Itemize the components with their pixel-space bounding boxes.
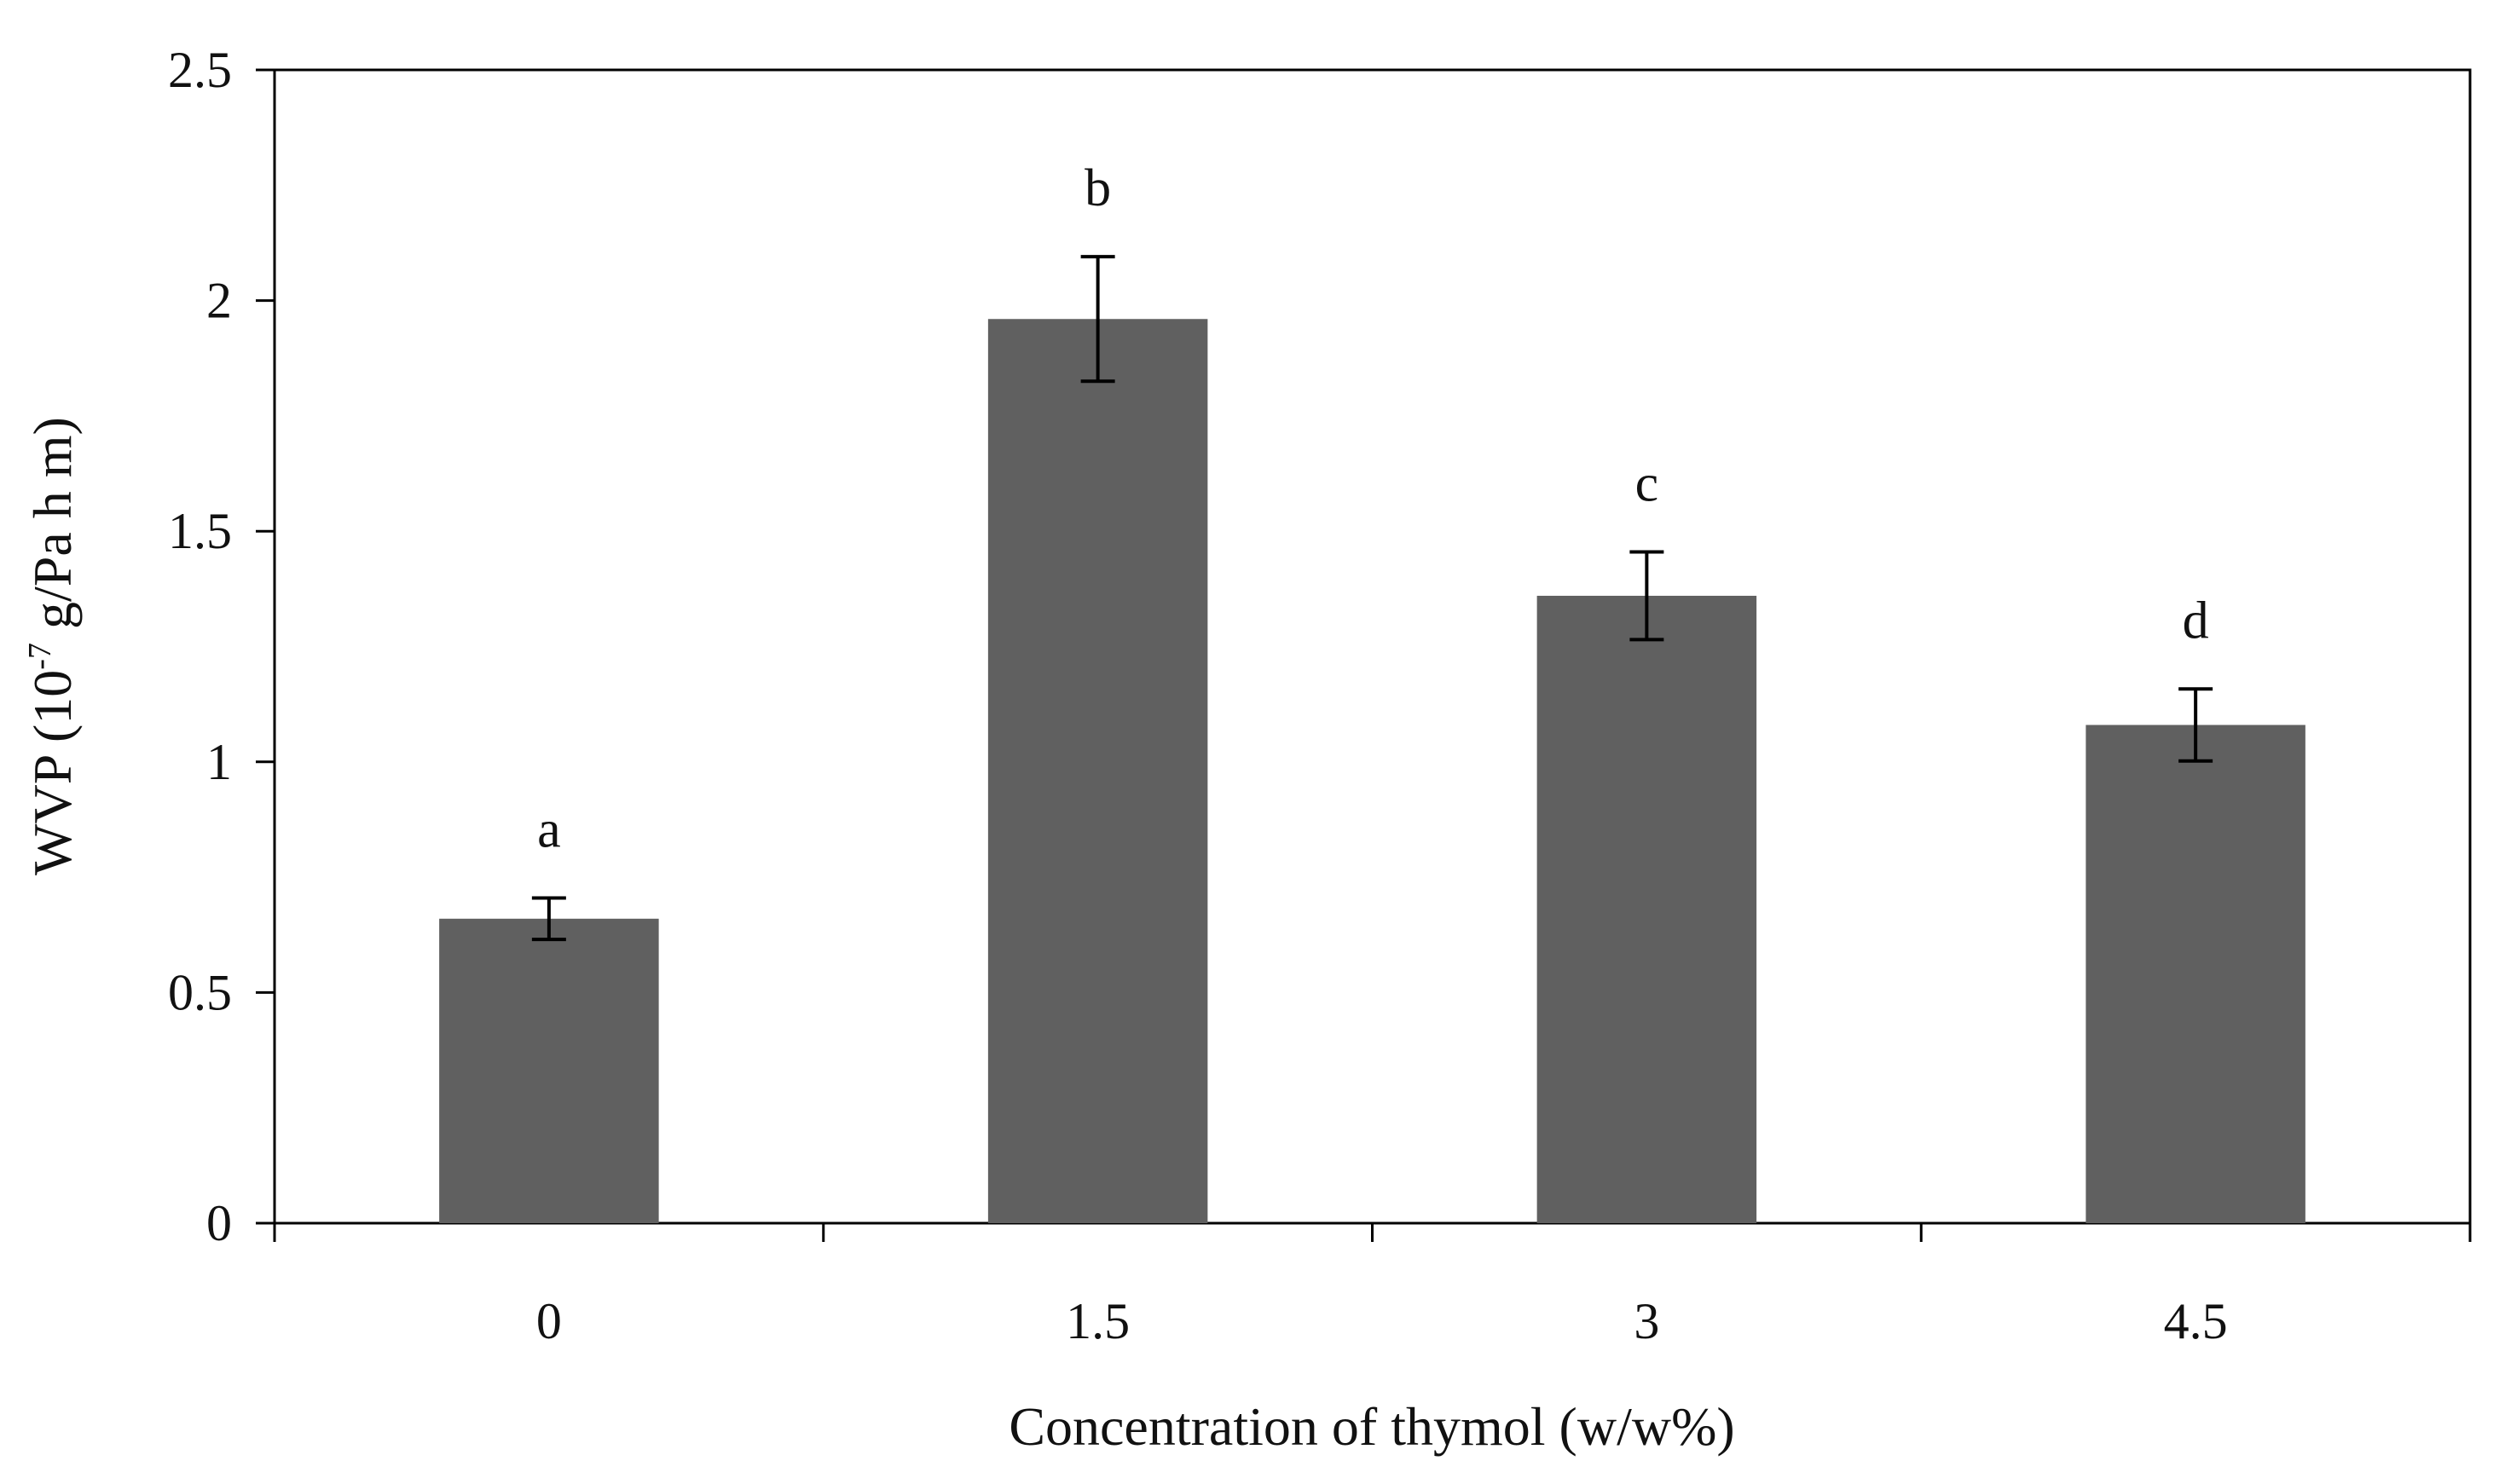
x-tick-label: 0	[536, 1293, 562, 1349]
y-axis-title: WVP (10-7 g/Pa h m)	[22, 417, 83, 875]
x-axis-title: Concentration of thymol (w/w%)	[1009, 1396, 1734, 1457]
x-axis: 0 1.5 3 4.5	[273, 1223, 2472, 1349]
significance-letter: d	[2183, 592, 2209, 650]
y-axis-title-superscript: -7	[22, 643, 58, 670]
error-bars	[531, 255, 2213, 942]
y-axis-title-prefix: WVP (10	[22, 670, 83, 875]
y-tick-label: 0.5	[168, 964, 232, 1020]
significance-letter: c	[1635, 455, 1659, 513]
y-tick-label: 1.5	[168, 503, 232, 559]
y-axis-title-suffix: g/Pa h m)	[22, 417, 83, 643]
y-tick-label: 0	[206, 1195, 232, 1251]
x-tick-label: 3	[1634, 1293, 1659, 1349]
bar	[439, 918, 659, 1223]
significance-letter: a	[537, 800, 561, 858]
bar	[987, 319, 1208, 1223]
y-tick-label: 2	[206, 273, 232, 329]
y-axis: 0 0.5 1 1.5 2 2.5	[168, 42, 275, 1251]
y-tick-label: 2.5	[168, 42, 232, 98]
significance-letter: b	[1085, 159, 1111, 217]
bar	[2086, 725, 2305, 1223]
significance-labels: a b c d	[537, 159, 2209, 858]
x-tick-label: 4.5	[2164, 1293, 2228, 1349]
y-tick-label: 1	[206, 734, 232, 790]
bar	[1536, 595, 1757, 1223]
x-tick-label: 1.5	[1066, 1293, 1130, 1349]
bars	[439, 319, 2305, 1223]
